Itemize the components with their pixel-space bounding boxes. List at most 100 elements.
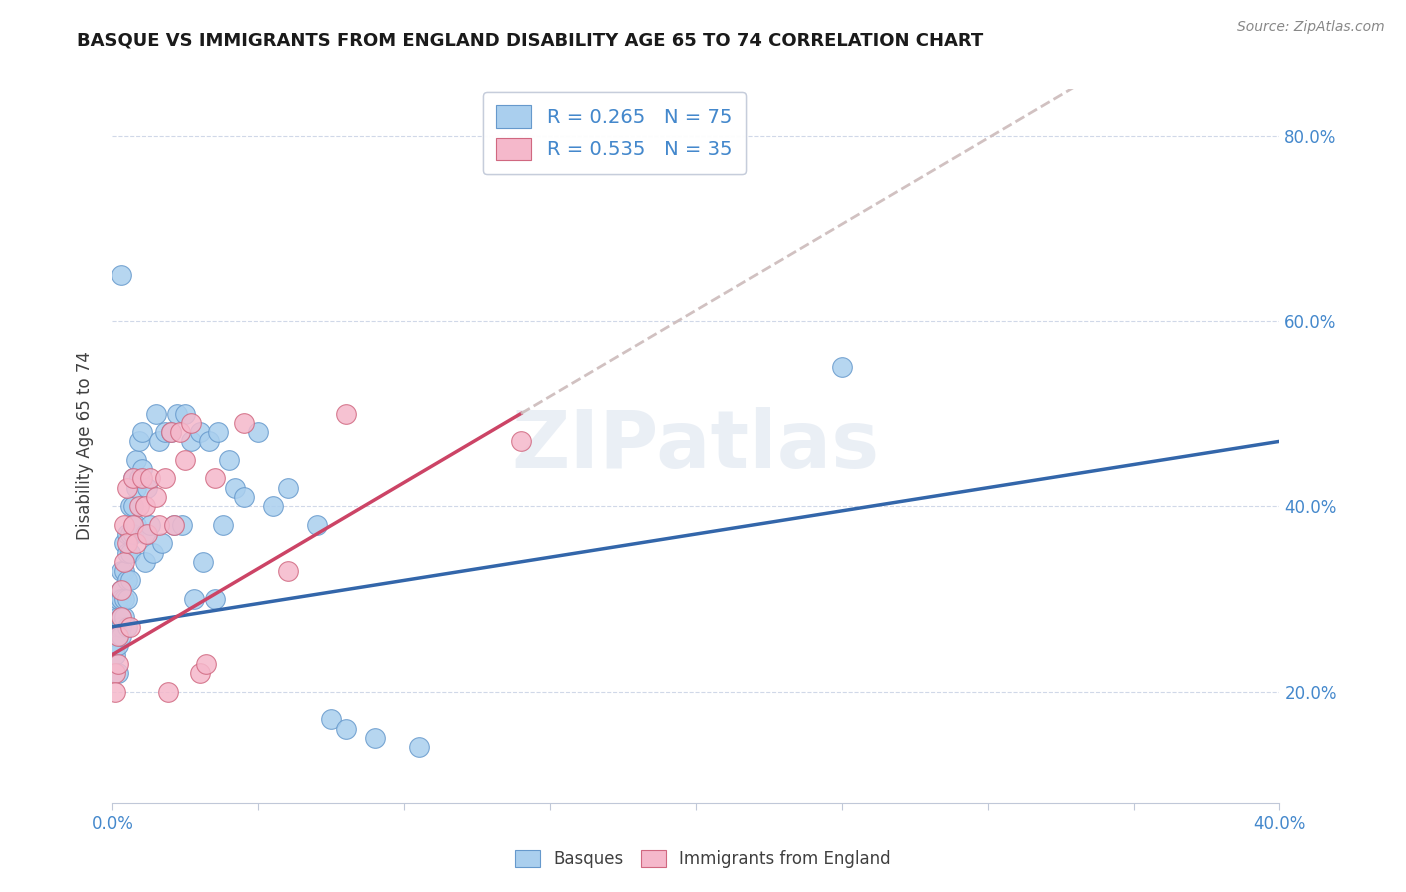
Point [163, 517, 186, 532]
Point [247, 425, 270, 439]
Point [110, 268, 132, 282]
Point [163, 517, 186, 532]
Point [125, 536, 148, 550]
Point [139, 471, 162, 485]
Point [156, 684, 179, 698]
Point [131, 462, 153, 476]
Point [110, 591, 132, 606]
Point [276, 481, 298, 495]
Point [276, 564, 298, 578]
Point [180, 416, 202, 430]
Point [118, 527, 141, 541]
Point [136, 481, 159, 495]
Point [107, 629, 129, 643]
Point [107, 610, 129, 624]
Point [232, 416, 254, 430]
Point [262, 500, 284, 514]
Point [107, 638, 129, 652]
Point [204, 591, 226, 606]
Point [194, 657, 217, 671]
Point [134, 555, 156, 569]
Text: BASQUE VS IMMIGRANTS FROM ENGLAND DISABILITY AGE 65 TO 74 CORRELATION CHART: BASQUE VS IMMIGRANTS FROM ENGLAND DISABI… [77, 31, 984, 49]
Point [122, 517, 145, 532]
Point [128, 471, 150, 485]
Point [122, 500, 145, 514]
Point [207, 425, 229, 439]
Point [122, 471, 145, 485]
Point [125, 481, 148, 495]
Point [110, 629, 132, 643]
Point [128, 434, 150, 449]
Point [112, 536, 135, 550]
Point [110, 620, 132, 634]
Point [104, 684, 127, 698]
Point [107, 591, 129, 606]
Point [212, 517, 235, 532]
Point [148, 517, 170, 532]
Point [110, 610, 132, 624]
Point [107, 601, 129, 615]
Point [122, 527, 145, 541]
Point [160, 425, 183, 439]
Text: ZIPatlas: ZIPatlas [512, 407, 880, 485]
Point [232, 490, 254, 504]
Point [174, 407, 197, 421]
Point [134, 500, 156, 514]
Point [104, 666, 127, 681]
Text: Source: ZipAtlas.com: Source: ZipAtlas.com [1237, 20, 1385, 34]
Point [148, 434, 170, 449]
Point [335, 407, 357, 421]
Point [150, 536, 173, 550]
Point [142, 545, 165, 559]
Point [118, 574, 141, 588]
Point [131, 425, 153, 439]
Point [110, 582, 132, 597]
Point [115, 620, 138, 634]
Point [153, 425, 176, 439]
Point [104, 620, 127, 634]
Point [131, 471, 153, 485]
Point [112, 555, 135, 569]
Point [112, 610, 135, 624]
Point [110, 564, 132, 578]
Point [153, 471, 176, 485]
Point [305, 517, 328, 532]
Point [191, 555, 214, 569]
Point [115, 545, 138, 559]
Point [115, 527, 138, 541]
Point [122, 471, 145, 485]
Point [112, 591, 135, 606]
Point [104, 648, 127, 662]
Point [112, 517, 135, 532]
Point [408, 740, 430, 755]
Point [115, 591, 138, 606]
Point [335, 722, 357, 736]
Point [169, 425, 191, 439]
Point [139, 517, 162, 532]
Point [145, 407, 167, 421]
Point [218, 453, 240, 467]
Point [115, 536, 138, 550]
Point [321, 712, 343, 726]
Point [112, 564, 135, 578]
Point [104, 638, 127, 652]
Point [107, 629, 129, 643]
Point [128, 500, 150, 514]
Point [188, 666, 211, 681]
Point [118, 620, 141, 634]
Point [118, 545, 141, 559]
Point [183, 591, 205, 606]
Point [104, 629, 127, 643]
Point [125, 453, 148, 467]
Point [110, 582, 132, 597]
Point [145, 490, 167, 504]
Point [125, 517, 148, 532]
Point [115, 481, 138, 495]
Point [509, 434, 531, 449]
Point [115, 574, 138, 588]
Y-axis label: Disability Age 65 to 74: Disability Age 65 to 74 [76, 351, 94, 541]
Point [160, 425, 183, 439]
Point [197, 434, 219, 449]
Point [204, 471, 226, 485]
Point [172, 517, 194, 532]
